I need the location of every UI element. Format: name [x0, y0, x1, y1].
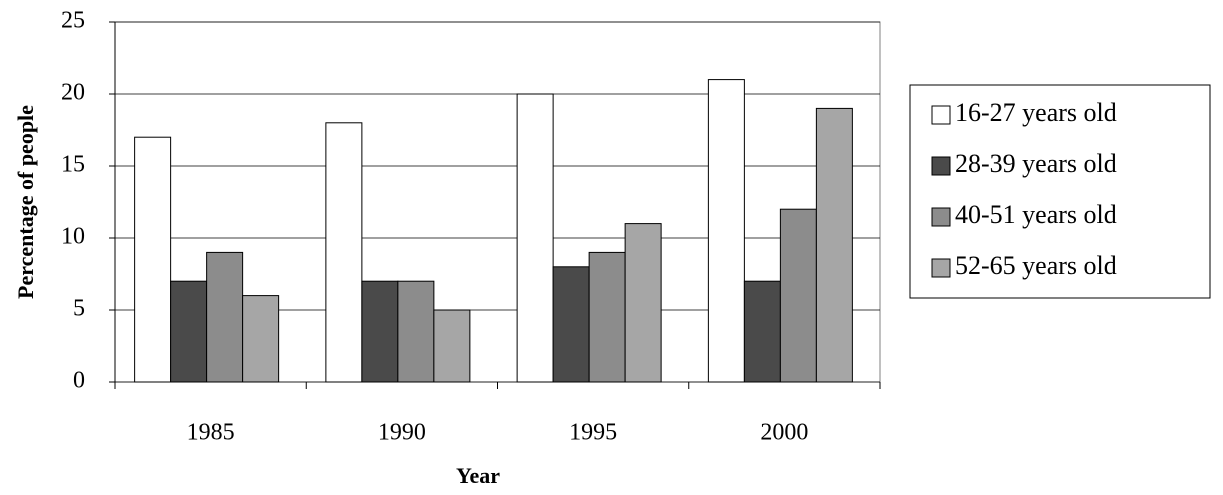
- bar: [743, 280, 781, 383]
- y-tick-label: 15: [61, 152, 85, 178]
- y-axis-title: Percentage of people: [13, 105, 38, 299]
- legend-swatch: [931, 156, 951, 176]
- bar: [361, 280, 399, 383]
- legend-label: 28-39 years old: [955, 149, 1117, 178]
- bar: [433, 309, 471, 383]
- x-tick-label: 1985: [187, 420, 235, 446]
- legend-label: 40-51 years old: [955, 200, 1117, 229]
- bar: [516, 93, 554, 383]
- y-tick-label: 0: [73, 368, 85, 394]
- bar: [134, 136, 172, 383]
- bar: [242, 295, 280, 383]
- legend-swatch: [931, 207, 951, 227]
- y-tick-label: 25: [61, 8, 85, 34]
- legend-swatch: [931, 258, 951, 278]
- bar: [325, 122, 363, 383]
- bar: [588, 251, 626, 383]
- legend-label: 52-65 years old: [955, 251, 1117, 280]
- bar: [206, 251, 244, 383]
- x-tick-label: 1990: [378, 420, 426, 446]
- bar: [815, 107, 853, 383]
- x-tick-label: 2000: [760, 420, 808, 446]
- x-tick-label: 1995: [569, 420, 617, 446]
- bar: [397, 280, 435, 383]
- bar: [779, 208, 817, 383]
- legend-label: 16-27 years old: [955, 98, 1117, 127]
- bar: [170, 280, 208, 383]
- bar: [624, 223, 662, 383]
- bar: [552, 266, 590, 383]
- legend-box: [909, 84, 1211, 299]
- y-tick-label: 10: [61, 224, 85, 250]
- x-axis-title: Year: [456, 463, 500, 488]
- y-tick-label: 20: [61, 80, 85, 106]
- y-tick-label: 5: [73, 296, 85, 322]
- legend-swatch: [931, 105, 951, 125]
- bar: [707, 79, 745, 383]
